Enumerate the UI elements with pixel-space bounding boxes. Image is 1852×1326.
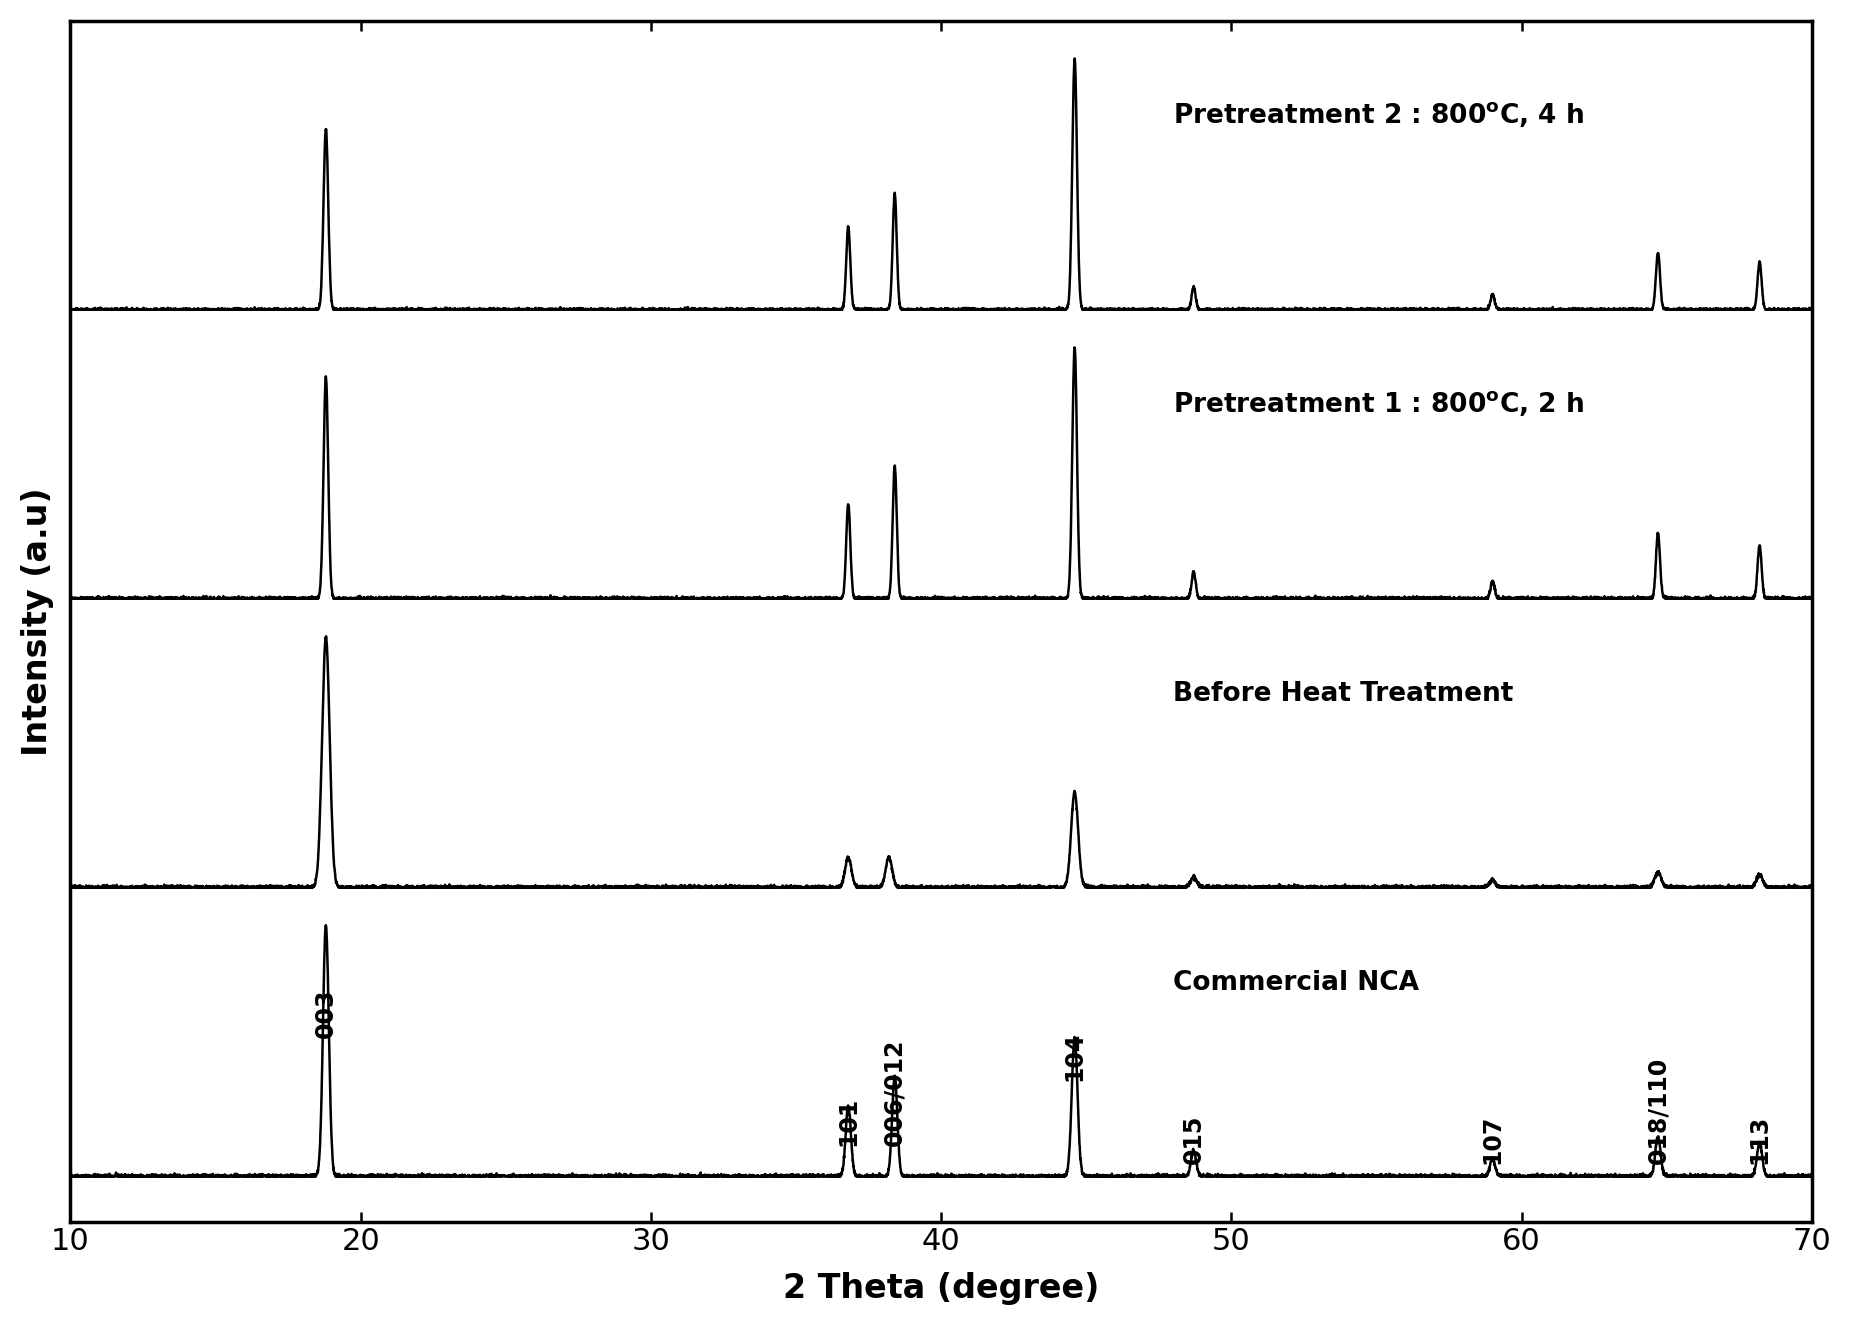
- Text: Commercial NCA: Commercial NCA: [1174, 969, 1419, 996]
- Text: Before Heat Treatment: Before Heat Treatment: [1174, 680, 1513, 707]
- Text: 003: 003: [313, 989, 337, 1038]
- Text: Pretreatment 2 : 800$^{\mathregular{o}}$C, 4 h: Pretreatment 2 : 800$^{\mathregular{o}}$…: [1174, 99, 1583, 129]
- Text: 104: 104: [1063, 1032, 1087, 1081]
- Text: 018/110: 018/110: [1646, 1057, 1671, 1164]
- Text: 107: 107: [1480, 1114, 1504, 1164]
- X-axis label: 2 Theta (degree): 2 Theta (degree): [783, 1272, 1100, 1305]
- Text: 006/012: 006/012: [883, 1038, 907, 1146]
- Text: 015: 015: [1182, 1114, 1206, 1164]
- Text: 113: 113: [1748, 1115, 1772, 1164]
- Text: Pretreatment 1 : 800$^{\mathregular{o}}$C, 2 h: Pretreatment 1 : 800$^{\mathregular{o}}$…: [1174, 389, 1583, 418]
- Y-axis label: Intensity (a.u): Intensity (a.u): [20, 487, 54, 756]
- Text: 101: 101: [837, 1097, 861, 1146]
